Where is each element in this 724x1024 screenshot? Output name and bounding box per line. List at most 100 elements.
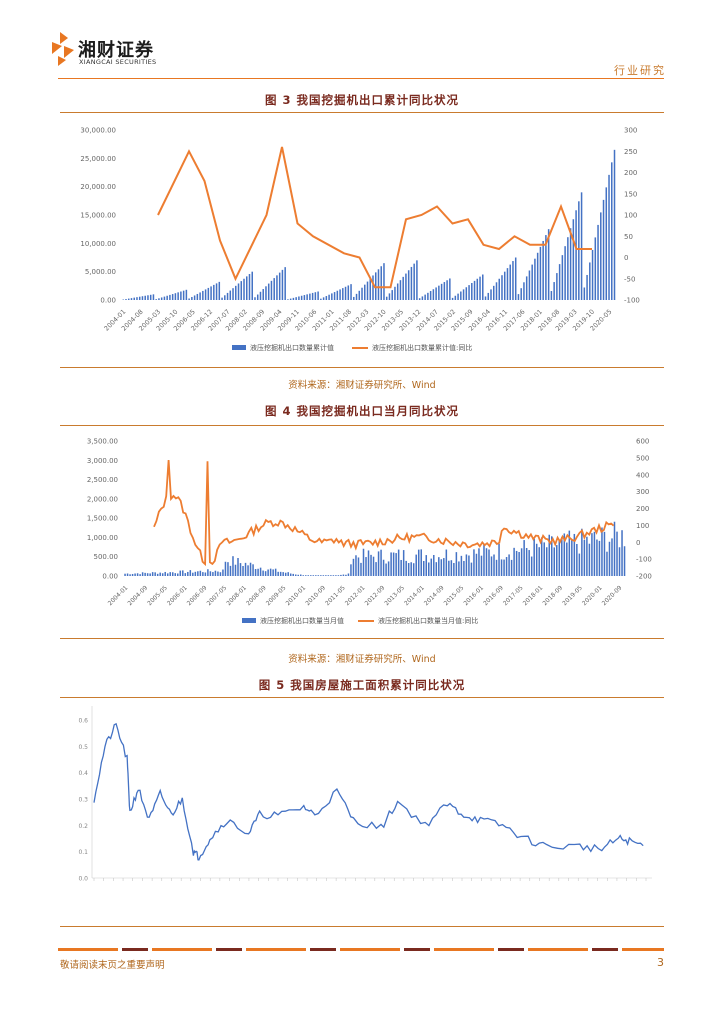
bar [289,573,292,576]
bar [594,237,597,300]
x-tick-label: 2012-01 [344,584,367,607]
bar [380,549,382,576]
left-axis-tick: 1,500.00 [87,515,118,523]
left-axis-tick: 15,000.00 [80,212,116,220]
bar [328,294,330,300]
bar [473,549,475,576]
bar [421,296,424,300]
bar [265,286,267,300]
bar [144,295,146,300]
figure-5-svg: 0.6 0.5 0.4 0.3 0.2 0.1 0.0 [78,706,652,883]
bar [515,550,518,576]
bar [147,295,149,300]
bar [407,270,410,300]
bar [361,287,363,300]
bar [547,229,550,300]
bar [390,552,392,576]
right-axis-tick: 300 [636,488,649,496]
legend-bar-label: 液压挖掘机出口数量累计值 [250,343,334,352]
bar [141,296,144,300]
bar [202,572,204,576]
bar [536,252,539,300]
bar [232,288,234,300]
bar [558,539,561,576]
bar [608,174,610,300]
bar [470,562,473,576]
right-axis-tick: 400 [636,471,649,479]
bar [174,573,177,576]
bar [525,547,528,576]
x-tick-label: 2015-05 [443,584,466,607]
bar [347,285,350,300]
bar [460,291,462,300]
bar [284,267,286,300]
x-tick-label: 2018-01 [522,584,545,607]
bar [287,572,289,576]
bar [197,571,199,576]
right-axis-tick: 150 [624,190,637,198]
right-axis-tick: 200 [624,169,637,177]
bar [445,549,448,576]
bar [460,555,463,576]
bar [377,269,380,300]
bar [451,297,454,300]
bar [136,573,139,576]
right-axis-tick: -50 [624,275,635,283]
bar [163,296,166,300]
bar [300,295,303,300]
bar [269,568,272,576]
bar [264,571,267,576]
bar [276,275,278,300]
bar [138,296,141,300]
bar [571,539,573,576]
bar [465,554,468,576]
bar [169,294,171,300]
bar [161,573,164,576]
left-axis-tick: 10,000.00 [80,240,116,248]
bar [160,297,163,300]
bar [391,290,393,300]
bar [443,282,446,300]
bar [505,557,508,576]
construction-area-line [93,722,644,861]
bar [543,542,545,576]
bar [402,550,405,576]
bar [575,210,577,300]
bar [166,573,169,576]
bar [274,568,277,576]
bar [136,297,138,300]
bar [493,554,495,576]
x-tick-label: 2006-09 [186,584,209,607]
bar [159,572,161,576]
bar [364,284,366,300]
right-axis-tick: -100 [624,297,640,305]
bar [171,572,174,576]
bar [606,551,608,576]
x-tick-label: 2013-05 [383,584,406,607]
bar [553,547,556,576]
bar [596,539,598,576]
bar [243,278,245,300]
bar [567,237,569,300]
bar [613,149,616,300]
bar [358,290,361,300]
bar [125,299,127,300]
bar [239,563,242,576]
bar [483,544,485,576]
bar [433,555,435,576]
bar [366,281,369,300]
bar [396,283,399,300]
bar [478,548,480,576]
bar [237,283,240,300]
bar [315,575,317,576]
bar [413,263,415,300]
legend-bar-label-2: 液压挖掘机出口数量当月值 [260,616,344,625]
bar [488,549,490,576]
bar [350,564,352,576]
bar [350,284,352,300]
bar [476,278,479,300]
bar [417,549,420,576]
bar [372,275,374,300]
bar [563,533,566,576]
bar [300,574,302,576]
